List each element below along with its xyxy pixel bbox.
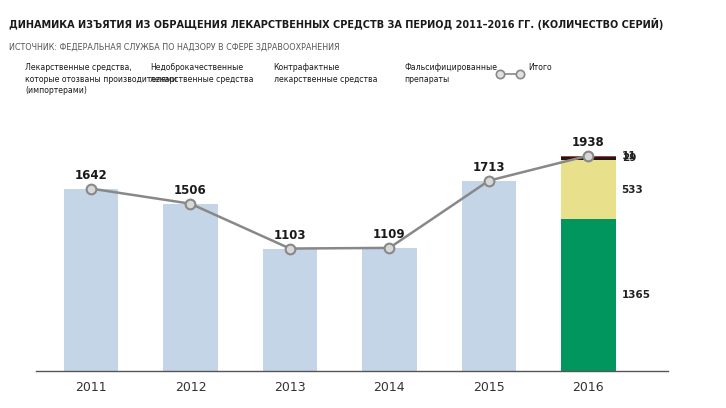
Text: 11: 11 <box>621 151 636 161</box>
Bar <box>263 248 317 371</box>
Text: 1109: 1109 <box>373 228 406 241</box>
Text: 1938: 1938 <box>572 136 605 149</box>
Text: 533: 533 <box>621 185 643 195</box>
Text: 1103: 1103 <box>274 229 306 242</box>
Bar <box>561 220 616 371</box>
Bar <box>362 248 417 371</box>
Bar <box>163 204 218 371</box>
Text: 1506: 1506 <box>174 184 207 197</box>
Text: Недоброкачественные
лекарственные средства: Недоброкачественные лекарственные средст… <box>150 63 254 84</box>
Text: ИСТОЧНИК: ФЕДЕРАЛЬНАЯ СЛУЖБА ПО НАДЗОРУ В СФЕРЕ ЗДРАВООХРАНЕНИЯ: ИСТОЧНИК: ФЕДЕРАЛЬНАЯ СЛУЖБА ПО НАДЗОРУ … <box>9 43 340 52</box>
Bar <box>64 188 118 371</box>
Bar <box>561 155 616 157</box>
Text: Итого: Итого <box>528 63 552 72</box>
Text: Фальсифицированные
препараты: Фальсифицированные препараты <box>404 63 497 84</box>
Bar <box>561 157 616 160</box>
Text: Контрафактные
лекарственные средства: Контрафактные лекарственные средства <box>274 63 378 84</box>
Bar <box>561 160 616 220</box>
Text: 1365: 1365 <box>621 290 650 300</box>
Text: ДИНАМИКА ИЗЪЯТИЯ ИЗ ОБРАЩЕНИЯ ЛЕКАРСТВЕННЫХ СРЕДСТВ ЗА ПЕРИОД 2011–2016 ГГ. (КОЛ: ДИНАМИКА ИЗЪЯТИЯ ИЗ ОБРАЩЕНИЯ ЛЕКАРСТВЕН… <box>9 18 664 31</box>
Bar <box>462 181 516 371</box>
Text: 29: 29 <box>621 153 636 164</box>
Text: 1713: 1713 <box>473 161 505 174</box>
Text: 1642: 1642 <box>75 169 107 182</box>
Text: Лекарственные средства,
которые отозваны производителями
(импортерами): Лекарственные средства, которые отозваны… <box>25 63 177 95</box>
